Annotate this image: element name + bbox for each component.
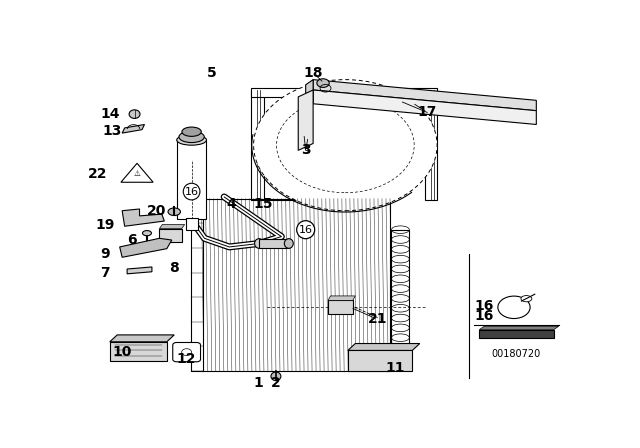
Ellipse shape bbox=[168, 208, 180, 215]
Text: 3: 3 bbox=[301, 143, 310, 157]
Text: 7: 7 bbox=[100, 266, 109, 280]
Polygon shape bbox=[122, 125, 145, 133]
FancyBboxPatch shape bbox=[173, 342, 200, 362]
Ellipse shape bbox=[521, 296, 532, 302]
Polygon shape bbox=[313, 90, 536, 125]
Text: 12: 12 bbox=[177, 352, 196, 366]
Text: 2: 2 bbox=[271, 376, 281, 390]
Bar bbox=[186, 218, 198, 230]
Polygon shape bbox=[159, 224, 185, 228]
Polygon shape bbox=[110, 342, 167, 361]
Ellipse shape bbox=[255, 239, 264, 248]
Polygon shape bbox=[306, 80, 313, 108]
Polygon shape bbox=[313, 80, 536, 111]
Text: 00180720: 00180720 bbox=[492, 349, 541, 359]
Ellipse shape bbox=[271, 372, 281, 381]
Text: 4: 4 bbox=[227, 197, 236, 211]
Text: 19: 19 bbox=[95, 218, 115, 232]
Text: 6: 6 bbox=[127, 233, 137, 247]
Polygon shape bbox=[328, 296, 355, 301]
Polygon shape bbox=[127, 267, 152, 274]
Polygon shape bbox=[121, 163, 153, 182]
Text: 16: 16 bbox=[474, 309, 494, 323]
Polygon shape bbox=[298, 90, 313, 151]
Text: 9: 9 bbox=[100, 247, 109, 261]
Ellipse shape bbox=[284, 239, 293, 248]
Bar bbox=[191, 198, 202, 371]
Ellipse shape bbox=[317, 79, 329, 87]
Bar bbox=[392, 230, 410, 358]
Text: ⚠: ⚠ bbox=[134, 169, 140, 178]
Text: 18: 18 bbox=[303, 66, 323, 80]
Polygon shape bbox=[479, 330, 554, 338]
Ellipse shape bbox=[143, 231, 152, 236]
Ellipse shape bbox=[253, 80, 437, 211]
Text: 14: 14 bbox=[100, 107, 120, 121]
Text: 1: 1 bbox=[253, 376, 264, 390]
Polygon shape bbox=[348, 344, 420, 350]
Text: 8: 8 bbox=[170, 261, 179, 275]
Text: 11: 11 bbox=[385, 361, 404, 375]
Bar bbox=[251, 90, 264, 200]
Text: 17: 17 bbox=[417, 105, 437, 120]
Bar bbox=[177, 140, 207, 220]
Bar bbox=[202, 198, 390, 371]
Polygon shape bbox=[122, 209, 164, 226]
Text: 21: 21 bbox=[368, 312, 387, 327]
Text: 16: 16 bbox=[299, 225, 313, 235]
Polygon shape bbox=[348, 350, 412, 371]
Text: 10: 10 bbox=[113, 345, 132, 359]
Text: 16: 16 bbox=[184, 186, 198, 197]
Text: 5: 5 bbox=[207, 66, 216, 80]
Bar bbox=[328, 301, 353, 314]
Text: 22: 22 bbox=[88, 168, 107, 181]
Bar bbox=[251, 88, 437, 97]
Bar bbox=[159, 228, 182, 242]
Bar bbox=[425, 90, 437, 200]
Ellipse shape bbox=[182, 127, 201, 136]
Text: 20: 20 bbox=[147, 204, 166, 218]
Text: 15: 15 bbox=[254, 197, 273, 211]
Text: 16: 16 bbox=[474, 298, 494, 313]
Polygon shape bbox=[120, 238, 172, 257]
Polygon shape bbox=[479, 326, 559, 330]
Text: 13: 13 bbox=[102, 125, 122, 138]
Polygon shape bbox=[110, 335, 174, 342]
Ellipse shape bbox=[129, 110, 140, 118]
Ellipse shape bbox=[179, 131, 204, 142]
Bar bbox=[259, 239, 289, 248]
Ellipse shape bbox=[177, 135, 207, 145]
